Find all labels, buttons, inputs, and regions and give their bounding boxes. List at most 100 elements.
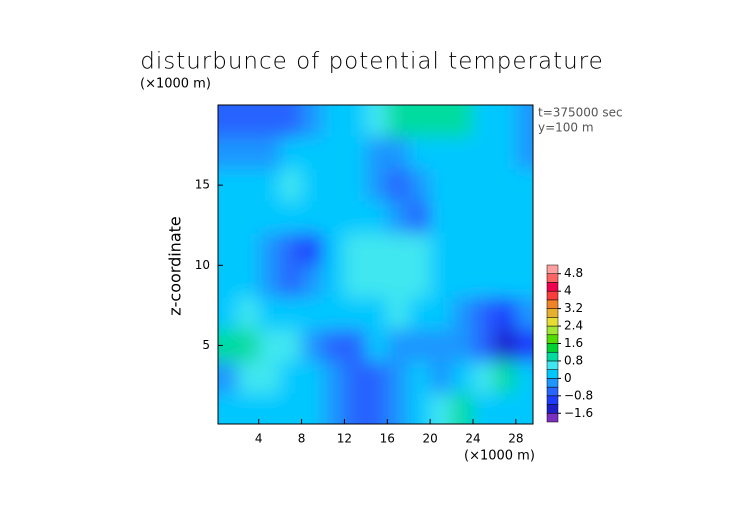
- field-cell: [494, 329, 517, 363]
- colorbar-box: [546, 386, 559, 397]
- colorbar-box: [546, 404, 559, 414]
- colorbar-box: [546, 334, 559, 344]
- field-cell: [218, 137, 239, 171]
- field-cell: [473, 105, 496, 139]
- field-cell: [408, 137, 432, 171]
- field-cell: [258, 265, 282, 299]
- x-tick-label: 12: [337, 432, 352, 446]
- field-cell: [387, 297, 410, 331]
- field-cell: [365, 329, 389, 363]
- field-cell: [515, 265, 533, 299]
- field-cell: [515, 297, 533, 331]
- field-cells: [218, 105, 533, 424]
- field-cell: [430, 329, 453, 363]
- field-cell: [387, 361, 410, 395]
- field-cell: [258, 201, 282, 235]
- field-cell: [280, 233, 303, 267]
- colorbar-box: [546, 360, 559, 370]
- field-cell: [301, 137, 324, 171]
- field-cell: [408, 201, 432, 235]
- field-cell: [258, 169, 282, 203]
- field-cell: [323, 329, 346, 363]
- field-cell: [344, 169, 367, 203]
- colorbar-label: 4: [564, 284, 572, 298]
- colorbar-box: [546, 282, 559, 292]
- y-axis-label: z-coordinate: [166, 216, 185, 316]
- x-tick-label: 8: [298, 432, 306, 446]
- y-tick-label: 15: [195, 178, 210, 192]
- colorbar-box: [546, 299, 559, 309]
- field-cell: [473, 297, 496, 331]
- field-cell: [515, 233, 533, 267]
- x-tick-label: 24: [465, 432, 480, 446]
- field-cell: [451, 329, 474, 363]
- y-unit: (×1000 m): [140, 77, 211, 92]
- colorbar-box: [546, 317, 559, 327]
- field-cell: [344, 329, 367, 363]
- x-tick-label: 4: [255, 432, 263, 446]
- field-cell: [430, 393, 453, 424]
- field-cell: [323, 361, 346, 395]
- x-tick-label: 28: [508, 432, 523, 446]
- x-unit: (×1000 m): [464, 449, 535, 464]
- field-cell: [323, 233, 346, 267]
- field-cell: [301, 297, 324, 331]
- field-cell: [344, 361, 367, 395]
- field-cell: [408, 233, 432, 267]
- field-cell: [365, 297, 389, 331]
- colorbar-label: 2.4: [564, 319, 583, 333]
- field-cell: [430, 233, 453, 267]
- field-cell: [430, 169, 453, 203]
- field-cell: [451, 169, 474, 203]
- colorbar-box: [546, 308, 559, 318]
- field-cell: [494, 233, 517, 267]
- field-cell: [365, 137, 389, 171]
- annotation: y=100 m: [538, 121, 594, 135]
- field-cell: [387, 329, 410, 363]
- colorbar-box: [546, 273, 559, 283]
- field-cell: [387, 169, 410, 203]
- field-cell: [323, 201, 346, 235]
- field-cell: [218, 201, 239, 235]
- field-cell: [494, 361, 517, 395]
- field-cell: [258, 297, 282, 331]
- field-cell: [408, 265, 432, 299]
- field-cell: [515, 201, 533, 235]
- field-cell: [258, 233, 282, 267]
- field-cell: [365, 169, 389, 203]
- field-cell: [473, 361, 496, 395]
- field-cell: [515, 169, 533, 203]
- field-cell: [301, 361, 324, 395]
- field-cell: [451, 265, 474, 299]
- field-cell: [258, 137, 282, 171]
- field-cell: [280, 137, 303, 171]
- field-cell: [451, 105, 474, 139]
- field-cell: [301, 169, 324, 203]
- field-cell: [473, 393, 496, 424]
- colorbar-box: [546, 343, 559, 353]
- field-cell: [218, 329, 239, 363]
- field-cell: [218, 169, 239, 203]
- field-cell: [494, 137, 517, 171]
- field-cell: [494, 297, 517, 331]
- field-cell: [451, 393, 474, 424]
- field-cell: [451, 361, 474, 395]
- colorbar-label: 3.2: [564, 301, 583, 315]
- field-cell: [323, 169, 346, 203]
- plot-frame: [217, 104, 534, 425]
- field-cell: [494, 169, 517, 203]
- field-cell: [258, 361, 282, 395]
- field-cell: [408, 329, 432, 363]
- colorbar-box: [546, 378, 559, 388]
- field-cell: [451, 201, 474, 235]
- colorbar-box: [546, 351, 559, 362]
- field-cell: [258, 105, 282, 139]
- y-tick-label: 5: [202, 338, 210, 352]
- field-cell: [387, 233, 410, 267]
- field-cell: [430, 265, 453, 299]
- field-cell: [430, 297, 453, 331]
- field-cell: [280, 169, 303, 203]
- field-cell: [280, 297, 303, 331]
- colorbar-label: 0: [564, 371, 572, 385]
